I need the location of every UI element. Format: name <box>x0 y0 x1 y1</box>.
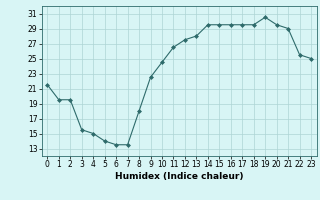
X-axis label: Humidex (Indice chaleur): Humidex (Indice chaleur) <box>115 172 244 181</box>
